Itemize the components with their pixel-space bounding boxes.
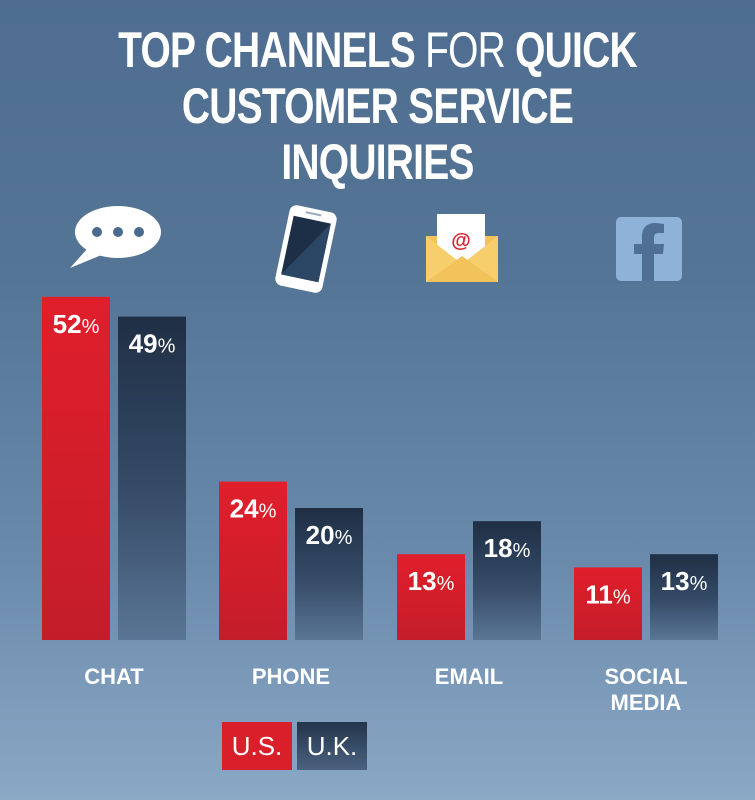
- bar-phone-u-k-: [295, 508, 363, 640]
- bar-chat-u-k-: [118, 316, 186, 640]
- legend-uk-label: U.K.: [306, 731, 358, 761]
- chart-title: TOP CHANNELS FOR QUICK CUSTOMER SERVICE …: [83, 22, 672, 190]
- title-part-1: TOP CHANNELS: [118, 22, 426, 78]
- legend-us: U.S.: [222, 722, 292, 770]
- bar-chart: @ 52% 49% 24% 20% 13% 18% 11% 13% CHAT PHONE EMAI…: [42, 205, 718, 715]
- category-label-social-media: SOCIAL MEDIA: [604, 664, 687, 715]
- value-label-social-media-u-s-: 11%: [585, 579, 631, 609]
- value-label-email-u-s-: 13%: [408, 566, 455, 596]
- bar-chat-u-s-: [42, 296, 110, 640]
- bar-social-media-u-s-: [574, 567, 642, 640]
- chat-bubble-icon: [70, 206, 161, 268]
- value-label-social-media-u-k-: 13%: [661, 566, 708, 596]
- legend-us-label: U.S.: [231, 731, 283, 761]
- bar-email-u-k-: [473, 521, 541, 640]
- email-envelope-icon: @: [426, 214, 498, 282]
- value-label-phone-u-k-: 20%: [306, 520, 353, 550]
- bar-phone-u-s-: [219, 481, 287, 640]
- category-label-phone: PHONE: [252, 664, 330, 689]
- category-labels-layer: CHAT PHONE EMAIL SOCIAL MEDIA: [84, 664, 687, 715]
- svg-text:@: @: [451, 230, 471, 252]
- value-label-chat-u-k-: 49%: [129, 329, 176, 359]
- title-line-2: CUSTOMER SERVICE INQUIRIES: [181, 78, 574, 190]
- value-label-chat-u-s-: 52%: [53, 309, 100, 339]
- bars-layer: [42, 296, 718, 640]
- value-label-phone-u-s-: 24%: [230, 494, 277, 524]
- legend-uk: U.K.: [297, 722, 367, 770]
- title-line-1: TOP CHANNELS FOR QUICK: [83, 22, 672, 78]
- category-label-chat: CHAT: [84, 664, 144, 689]
- bar-social-media-u-k-: [650, 554, 718, 640]
- value-label-email-u-k-: 18%: [484, 533, 531, 563]
- bar-email-u-s-: [397, 554, 465, 640]
- category-label-email: EMAIL: [435, 664, 503, 689]
- facebook-icon: [616, 217, 682, 281]
- smartphone-icon: [275, 205, 337, 293]
- title-part-3: QUICK: [505, 22, 638, 78]
- value-labels-layer: 52% 49% 24% 20% 13% 18% 11% 13%: [53, 309, 708, 610]
- title-part-2: FOR: [425, 22, 506, 78]
